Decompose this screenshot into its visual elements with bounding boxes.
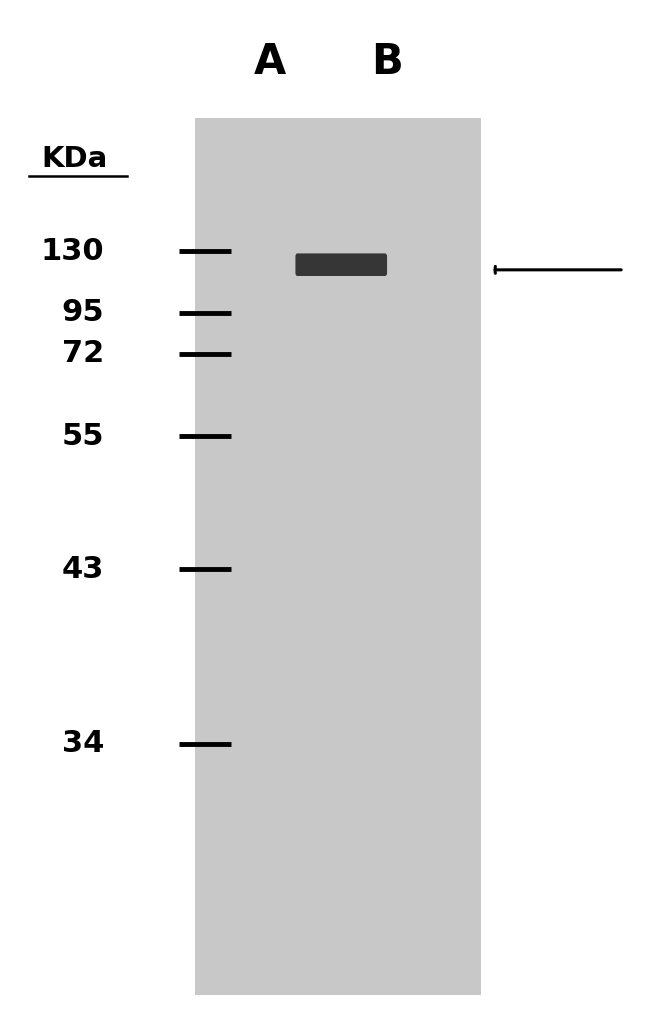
Text: 43: 43 bbox=[62, 555, 104, 584]
Text: 95: 95 bbox=[61, 299, 104, 327]
Bar bbox=[195, 118, 481, 995]
Text: B: B bbox=[371, 41, 402, 82]
Text: 72: 72 bbox=[62, 340, 104, 368]
Text: 34: 34 bbox=[62, 729, 104, 758]
FancyBboxPatch shape bbox=[295, 253, 387, 276]
Text: 55: 55 bbox=[62, 422, 104, 450]
Text: 130: 130 bbox=[40, 237, 104, 266]
Text: KDa: KDa bbox=[42, 145, 108, 173]
Text: A: A bbox=[254, 41, 286, 82]
